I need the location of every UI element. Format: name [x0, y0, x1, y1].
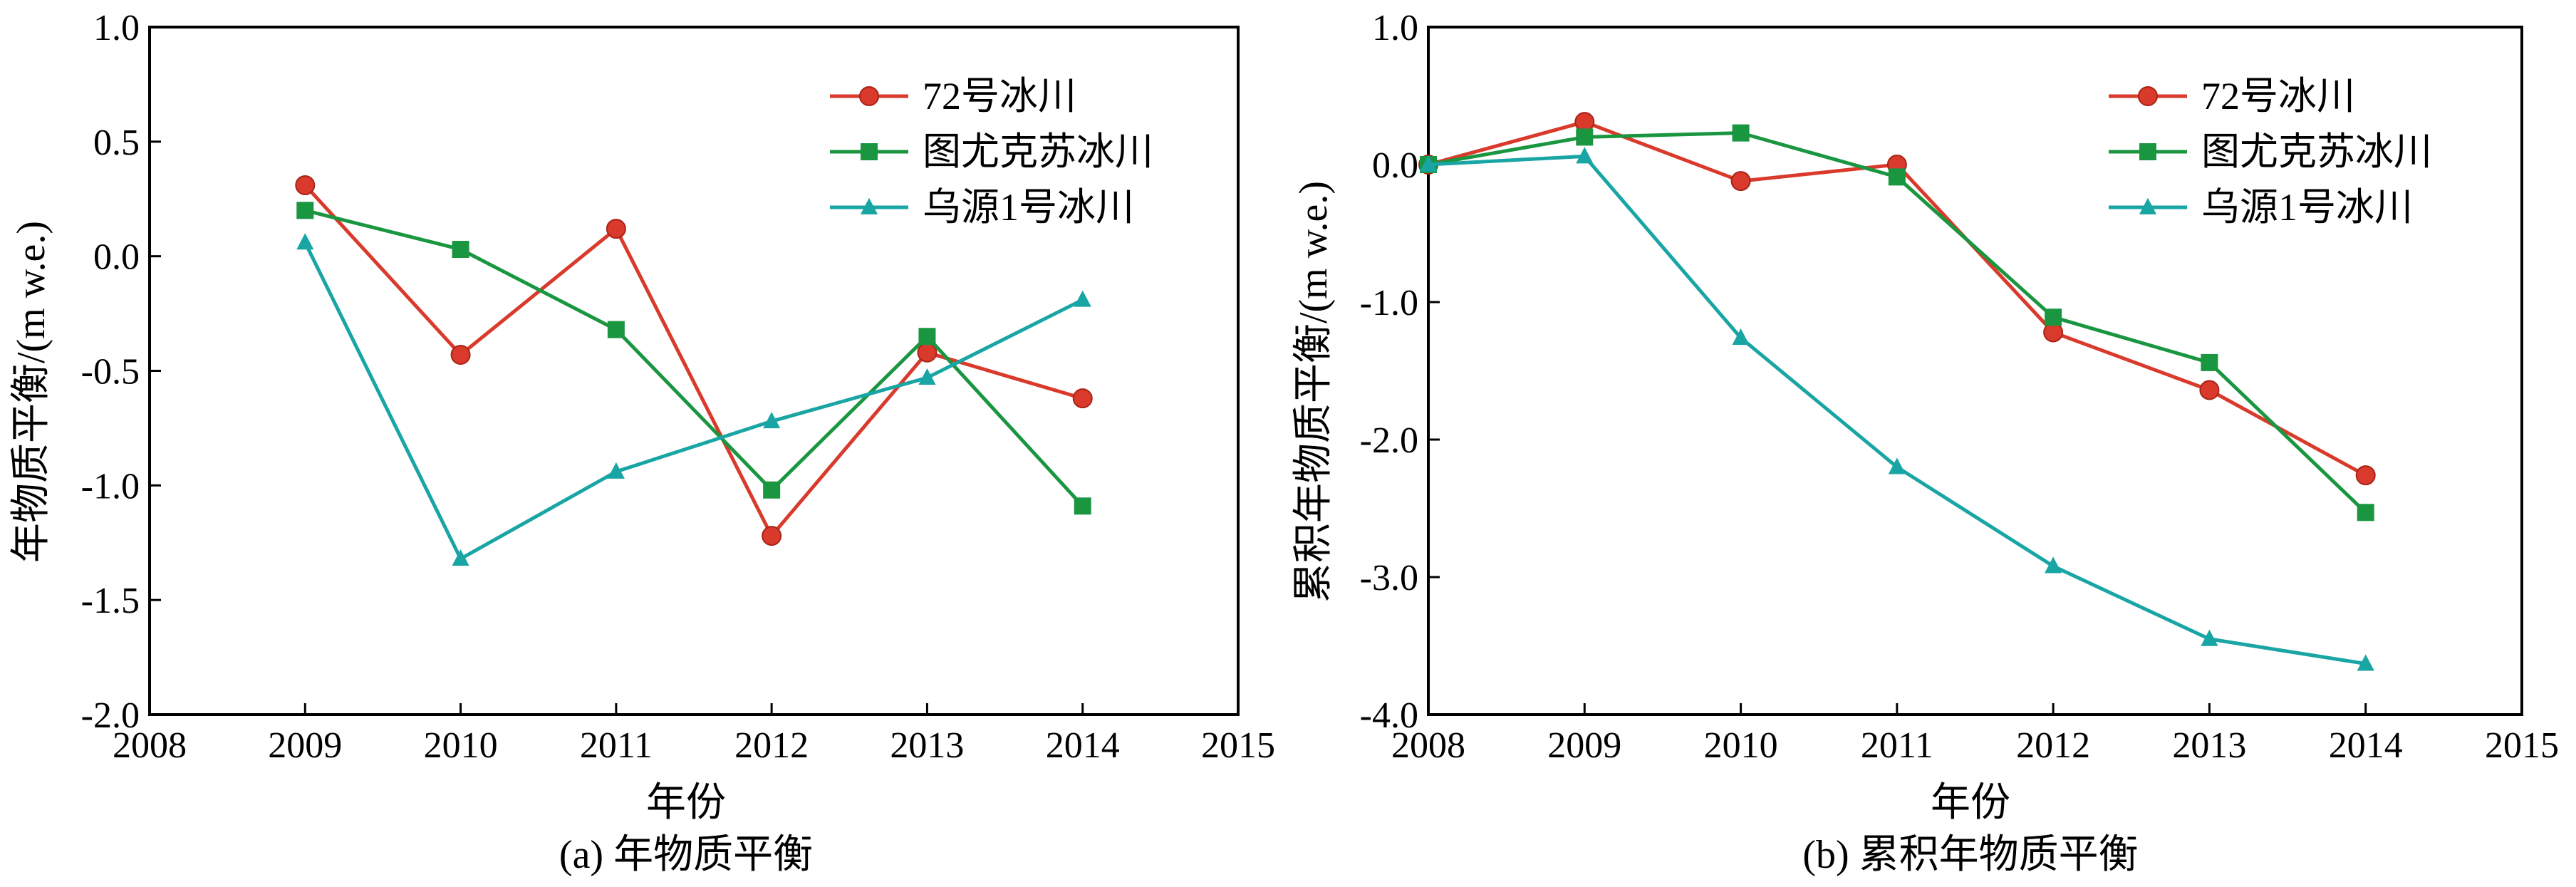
panel-a-data-point-3	[452, 549, 469, 566]
panel-b-data-point-2	[1888, 168, 1906, 186]
panel-b-x-tick-label: 2012	[2016, 725, 2090, 766]
panel-a-data-point-1	[295, 175, 316, 195]
panel-a-data-point-2	[452, 241, 469, 259]
panel-a-series-line-1	[303, 184, 1084, 538]
panel-b-data-point-1	[2043, 322, 2064, 343]
panel-b-data-point-2	[1576, 128, 1594, 146]
panel-b-x-tick-label: 2008	[1391, 725, 1465, 766]
panel-a-data-point-1	[762, 526, 782, 546]
panel-b-data-point-2	[1732, 124, 1750, 142]
panel-a-data-point-1	[450, 344, 471, 365]
panel-b-data-point-1	[1730, 171, 1751, 192]
panel-b-data-point-2	[2357, 504, 2374, 522]
panel-a-data-point-3	[763, 412, 781, 429]
panel-a-y-tick-label: -1.5	[81, 581, 140, 621]
panel-a-y-tick-label: -1.0	[81, 466, 140, 507]
panel-b-x-tick-label: 2013	[2172, 725, 2246, 766]
panel-a-y-axis-label: 年物质平衡/(m w.e.)	[9, 221, 53, 563]
panel-b-plot-frame	[1427, 26, 2523, 716]
panel-b-y-tick-label: -2.0	[1360, 420, 1418, 461]
panel-a-y-tick-label: 1.0	[93, 8, 140, 48]
panel-b-data-point-3	[1888, 457, 1906, 474]
panel-b-x-tick-label: 2015	[2485, 725, 2559, 766]
panel-a-data-point-2	[918, 328, 936, 346]
panel-a-x-tick-label: 2014	[1046, 725, 1120, 766]
panel-a-x-tick-label: 2013	[890, 725, 964, 766]
panel-a-legend-label-3: 乌源1号冰川	[923, 186, 1134, 229]
panel-a-data-point-1	[606, 219, 626, 239]
panel-b-cumulative-mass-balance: (b) 累积年物质平衡 年份 累积年物质平衡/(m w.e.) 2008 2009…	[1292, 8, 2559, 877]
panel-b-data-point-3	[1732, 328, 1750, 346]
panel-a-x-tick-label: 2012	[734, 725, 809, 766]
panel-b-data-point-1	[2199, 380, 2220, 400]
panel-a-legend-label-2: 图尤克苏冰川	[923, 130, 1153, 173]
panel-a-x-tick-label: 2010	[424, 725, 498, 766]
panel-b-legend-marker-1	[2138, 86, 2158, 106]
panel-b-data-point-3	[2045, 556, 2062, 574]
panel-b-caption: (b) 累积年物质平衡	[1802, 833, 2138, 877]
panel-a-legend-marker-2	[861, 143, 878, 160]
panel-a-x-tick-label: 2015	[1201, 725, 1275, 766]
panel-a-data-point-3	[918, 368, 936, 385]
panel-a-series-line-3	[303, 242, 1084, 561]
panel-b-legend-marker-2	[2139, 143, 2156, 160]
panel-a-y-tick-label: -0.5	[81, 352, 140, 393]
panel-b-data-point-1	[1574, 112, 1595, 133]
panel-b-y-tick-label: -1.0	[1360, 283, 1418, 323]
panel-a-legend-label-1: 72号冰川	[923, 75, 1076, 118]
panel-b-y-tick-label: -4.0	[1360, 695, 1418, 736]
panel-a-caption: (a) 年物质平衡	[559, 833, 813, 877]
panel-b-legend-label-2: 图尤克苏冰川	[2201, 130, 2432, 173]
panel-b-y-tick-label: -3.0	[1360, 558, 1418, 598]
panel-b-y-axis-label: 累积年物质平衡/(m w.e.)	[1292, 181, 1336, 603]
panel-b-data-point-3	[2357, 654, 2374, 671]
panel-a-data-point-3	[1074, 290, 1091, 307]
panel-a-data-point-1	[1072, 388, 1093, 409]
panel-a-data-point-2	[607, 321, 625, 338]
panel-a-data-point-3	[607, 462, 625, 479]
panel-a-y-tick-label: -2.0	[81, 695, 140, 736]
panel-a-annual-mass-balance: (a) 年物质平衡 年份 年物质平衡/(m w.e.) 2008 2009 2010…	[9, 8, 1275, 877]
panel-a-x-axis-label: 年份	[646, 781, 726, 825]
panel-b-data-point-1	[2355, 465, 2376, 486]
panel-b-data-point-2	[2201, 353, 2218, 371]
panel-a-data-point-2	[763, 481, 781, 499]
panel-a-x-tick-label: 2009	[268, 725, 342, 766]
panel-b-legend-label-1: 72号冰川	[2201, 75, 2355, 118]
panel-a-legend-marker-1	[859, 86, 879, 106]
panel-b-legend-marker-3	[2139, 197, 2157, 214]
panel-b-x-tick-label: 2009	[1547, 725, 1621, 766]
panel-b-series-line-3	[1428, 154, 2367, 666]
panel-a-data-point-2	[296, 202, 314, 219]
panel-a-data-point-3	[296, 233, 314, 250]
panel-b-data-point-2	[2045, 308, 2062, 326]
panel-b-x-tick-label: 2010	[1704, 725, 1778, 766]
panel-b-y-tick-label: 1.0	[1372, 8, 1418, 48]
panel-a-x-tick-label: 2008	[113, 725, 187, 766]
panel-a-data-point-2	[1074, 497, 1091, 515]
panel-b-y-tick-label: 0.0	[1372, 145, 1418, 186]
panel-a-legend-marker-3	[860, 197, 878, 214]
panel-a-y-tick-label: 0.0	[93, 237, 140, 278]
panel-b-x-tick-label: 2011	[1861, 725, 1933, 766]
panel-b-data-point-3	[1419, 155, 1438, 172]
panel-b-x-axis-label: 年份	[1931, 781, 2010, 825]
panel-b-legend-label-3: 乌源1号冰川	[2201, 186, 2413, 229]
panel-a-x-tick-label: 2011	[580, 725, 653, 766]
panel-a-y-tick-label: 0.5	[93, 123, 140, 163]
panel-b-data-point-3	[2201, 629, 2218, 646]
panel-b-x-tick-label: 2014	[2329, 725, 2403, 766]
panel-b-data-point-3	[1576, 147, 1594, 164]
